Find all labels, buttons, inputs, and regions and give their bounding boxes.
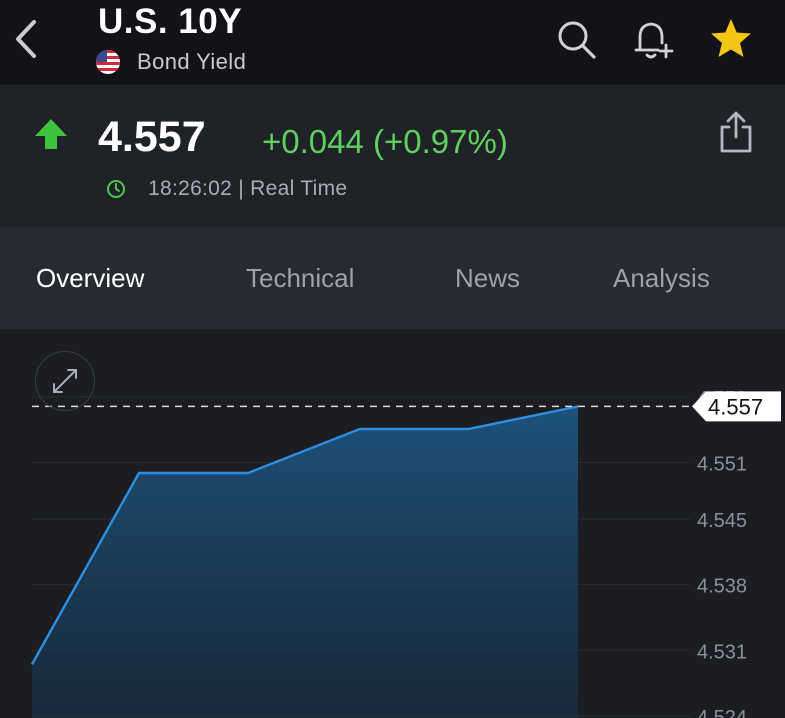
- search-icon[interactable]: [553, 16, 599, 62]
- tab-news[interactable]: News: [455, 263, 521, 293]
- quote-panel: 4.557 +0.044 (+0.97%) 18:26:02 | Real Ti…: [0, 85, 785, 227]
- tab-technical[interactable]: Technical: [246, 263, 355, 293]
- quote-timestamp: 18:26:02 | Real Time: [148, 177, 348, 200]
- instrument-subtitle-row: Bond Yield: [96, 49, 246, 75]
- expand-icon: [53, 369, 77, 393]
- price-change: +0.044 (+0.97%): [262, 123, 508, 160]
- us-flag-icon: [96, 50, 120, 74]
- tab-analysis[interactable]: Analysis: [613, 263, 710, 293]
- clock-icon: [107, 180, 125, 198]
- star-icon[interactable]: [708, 16, 754, 62]
- tab-overview[interactable]: Overview: [36, 263, 145, 293]
- up-arrow-icon: [35, 119, 67, 149]
- app-header: U.S. 10Y Bond Yield: [0, 0, 785, 85]
- share-icon[interactable]: [716, 109, 756, 155]
- add-alert-bell-icon[interactable]: [630, 16, 676, 62]
- instrument-subtitle: Bond Yield: [137, 49, 247, 74]
- instrument-title: U.S. 10Y: [98, 2, 243, 41]
- expand-chart-button[interactable]: [35, 351, 95, 411]
- section-tabs: Overview Technical News Analysis: [0, 227, 785, 329]
- chart-area[interactable]: [0, 329, 785, 718]
- timestamp-row: 18:26:02 | Real Time: [106, 177, 347, 201]
- back-icon[interactable]: [10, 16, 44, 62]
- last-price: 4.557: [98, 113, 206, 161]
